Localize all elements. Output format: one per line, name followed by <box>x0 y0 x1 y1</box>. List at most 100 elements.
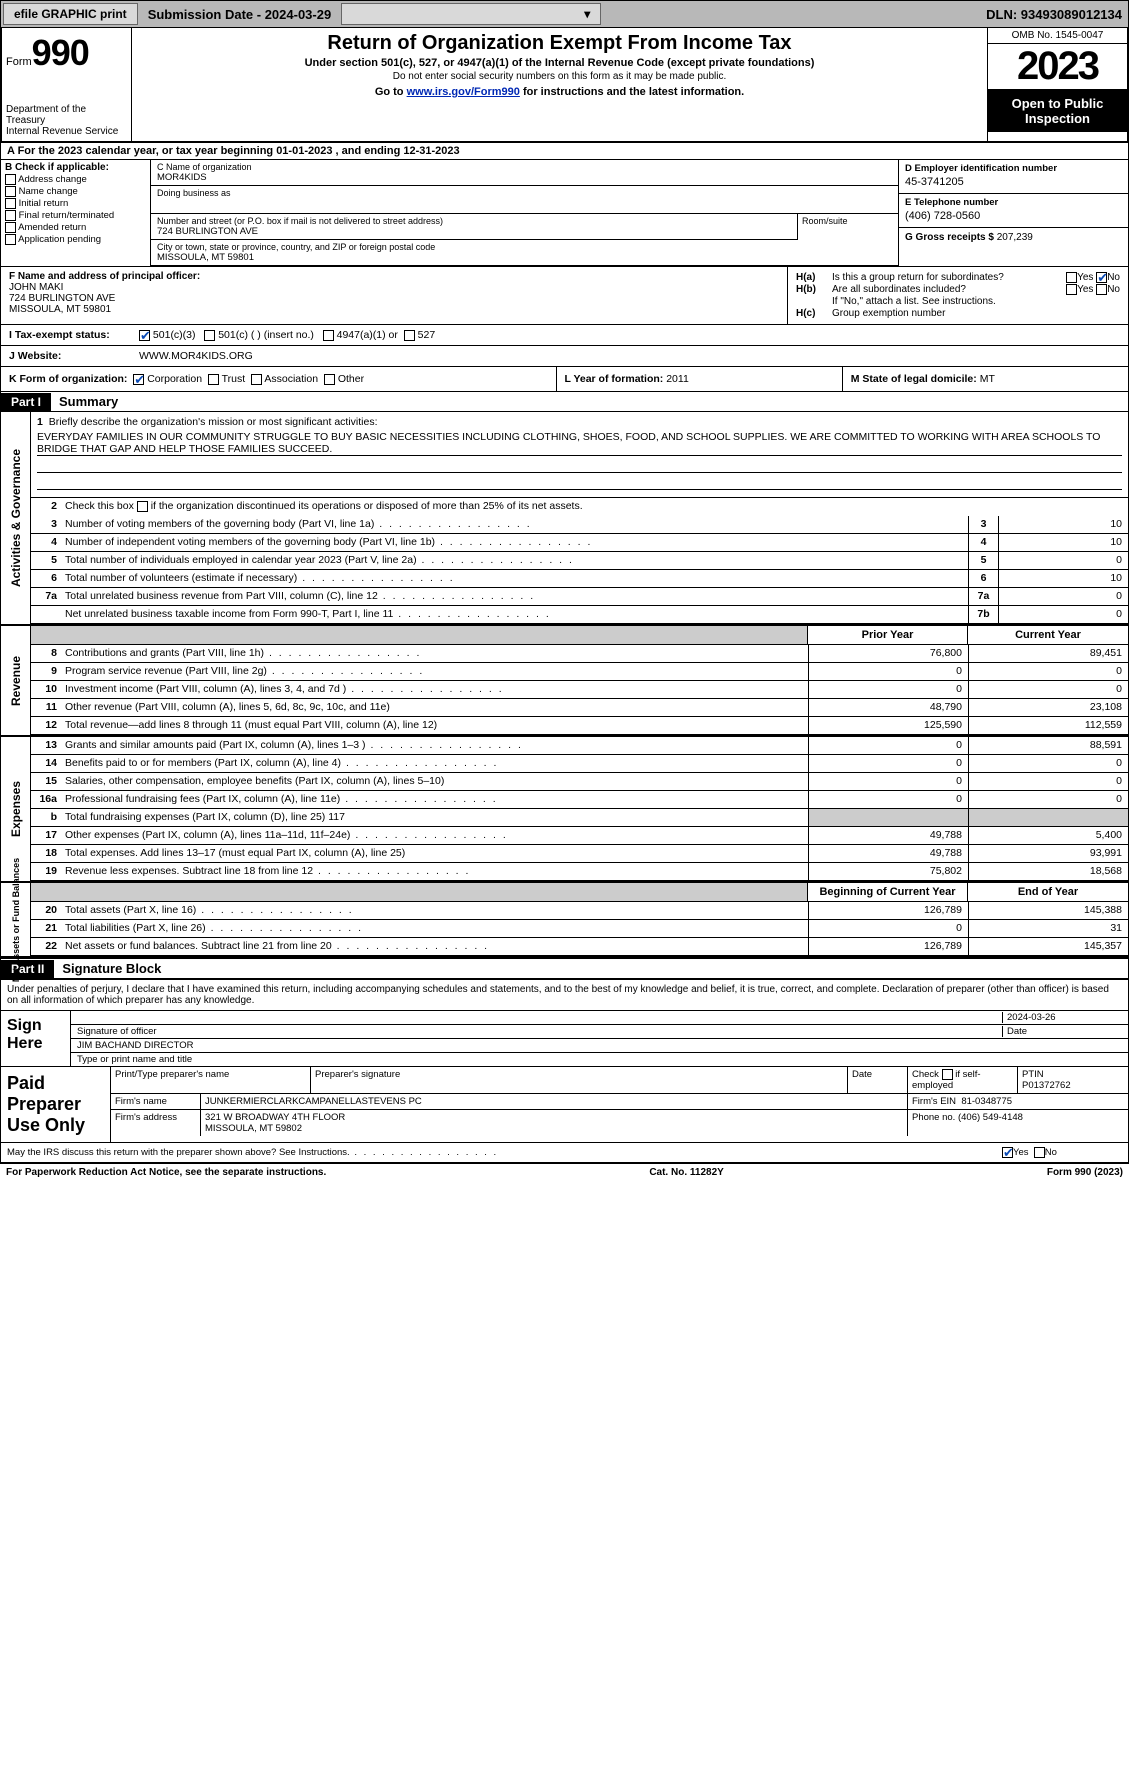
prep-date-label: Date <box>848 1067 908 1093</box>
discuss-no: No <box>1045 1147 1057 1158</box>
officer-label: F Name and address of principal officer: <box>9 271 779 282</box>
cb-initial-return[interactable]: Initial return <box>5 198 146 209</box>
room-cell: Room/suite <box>798 214 898 240</box>
cb-501c3[interactable] <box>139 330 150 341</box>
line22-desc: Net assets or fund balances. Subtract li… <box>61 938 808 955</box>
line12-prior: 125,590 <box>808 717 968 734</box>
sign-here-label: Sign Here <box>1 1011 71 1066</box>
dba-label: Doing business as <box>157 188 892 198</box>
cb-name-change[interactable]: Name change <box>5 186 146 197</box>
col-f: F Name and address of principal officer:… <box>1 267 788 324</box>
ha-no: No <box>1107 272 1120 283</box>
cb-527[interactable] <box>404 330 415 341</box>
opt-assoc: Association <box>264 373 318 385</box>
cb-501c[interactable] <box>204 330 215 341</box>
hb-yes: Yes <box>1077 284 1093 295</box>
hdr-prior-year: Prior Year <box>808 626 968 644</box>
cb-assoc[interactable] <box>251 374 262 385</box>
cb-final-return[interactable]: Final return/terminated <box>5 210 146 221</box>
form-header: Form990 Department of the Treasury Inter… <box>0 28 1129 143</box>
line10-curr: 0 <box>968 681 1128 698</box>
form-number: Form990 <box>6 32 127 74</box>
row-i-label: I Tax-exempt status: <box>9 329 139 341</box>
discuss-no-cb[interactable] <box>1034 1147 1045 1158</box>
cb-application-pending[interactable]: Application pending <box>5 234 146 245</box>
col-cdefg: C Name of organization MOR4KIDS Doing bu… <box>151 160 1128 266</box>
cb-4947[interactable] <box>323 330 334 341</box>
line8-desc: Contributions and grants (Part VIII, lin… <box>61 645 808 662</box>
perjury-declaration: Under penalties of perjury, I declare th… <box>1 980 1128 1011</box>
form-subtitle: Under section 501(c), 527, or 4947(a)(1)… <box>140 57 979 69</box>
cb-other[interactable] <box>324 374 335 385</box>
opt-501c: 501(c) ( ) (insert no.) <box>218 329 314 341</box>
irs-link[interactable]: www.irs.gov/Form990 <box>407 86 520 98</box>
discuss-yes-cb[interactable] <box>1002 1147 1013 1158</box>
dln-label: DLN: 93493089012134 <box>986 7 1122 22</box>
line9-prior: 0 <box>808 663 968 680</box>
firm-ein: Firm's EIN 81-0348775 <box>908 1094 1128 1109</box>
prep-ptin: PTINP01372762 <box>1018 1067 1128 1093</box>
cb-trust[interactable] <box>208 374 219 385</box>
line21-end: 31 <box>968 920 1128 937</box>
mission-block: 1 Briefly describe the organization's mi… <box>31 412 1128 498</box>
line13-desc: Grants and similar amounts paid (Part IX… <box>61 737 808 754</box>
header-left: Form990 Department of the Treasury Inter… <box>2 28 132 141</box>
line6-val: 10 <box>998 570 1128 587</box>
ha-yes-cb[interactable] <box>1066 272 1077 283</box>
line6-desc: Total number of volunteers (estimate if … <box>61 570 968 587</box>
opt-4947: 4947(a)(1) or <box>337 329 398 341</box>
dropdown-button[interactable]: ▾ <box>341 3 601 25</box>
hb-no-cb[interactable] <box>1096 284 1107 295</box>
pra-notice: For Paperwork Reduction Act Notice, see … <box>6 1167 326 1178</box>
hdr-end: End of Year <box>968 883 1128 901</box>
line11-curr: 23,108 <box>968 699 1128 716</box>
website-value: WWW.MOR4KIDS.ORG <box>139 350 253 362</box>
cb-line2[interactable] <box>137 501 148 512</box>
line12-curr: 112,559 <box>968 717 1128 734</box>
line20-end: 145,388 <box>968 902 1128 919</box>
section-governance: Activities & Governance 1 Briefly descri… <box>0 412 1129 626</box>
sig-date-label: Date <box>1002 1026 1122 1037</box>
goto-line: Go to www.irs.gov/Form990 for instructio… <box>140 86 979 98</box>
col-b-checkboxes: B Check if applicable: Address change Na… <box>1 160 151 266</box>
efile-print-button[interactable]: efile GRAPHIC print <box>3 3 138 25</box>
row-i-tax-status: I Tax-exempt status: 501(c)(3) 501(c) ( … <box>0 325 1129 346</box>
col-c: C Name of organization MOR4KIDS Doing bu… <box>151 160 898 266</box>
hb-yes-cb[interactable] <box>1066 284 1077 295</box>
vtab-net-assets: Net Assets or Fund Balances <box>1 883 31 956</box>
city-value: MISSOULA, MT 59801 <box>157 252 892 263</box>
ssn-note: Do not enter social security numbers on … <box>140 71 979 82</box>
firm-addr-label: Firm's address <box>111 1110 201 1136</box>
line14-prior: 0 <box>808 755 968 772</box>
line16b-prior <box>808 809 968 826</box>
col-d: D Employer identification number 45-3741… <box>898 160 1128 266</box>
line15-curr: 0 <box>968 773 1128 790</box>
room-label: Room/suite <box>802 216 894 226</box>
cb-amended-return[interactable]: Amended return <box>5 222 146 233</box>
street-value: 724 BURLINGTON AVE <box>157 226 791 237</box>
vtab-revenue: Revenue <box>1 626 31 735</box>
addr-row: Number and street (or P.O. box if mail i… <box>151 214 898 240</box>
cb-corp[interactable] <box>133 374 144 385</box>
street-label: Number and street (or P.O. box if mail i… <box>157 216 791 226</box>
line17-prior: 49,788 <box>808 827 968 844</box>
officer-addr2: MISSOULA, MT 59801 <box>9 304 779 315</box>
hb-text: Are all subordinates included? <box>832 284 1066 295</box>
row-m: M State of legal domicile: MT <box>843 367 1128 391</box>
goto-post: for instructions and the latest informat… <box>520 86 744 98</box>
ha-no-cb[interactable] <box>1096 272 1107 283</box>
line16b-curr <box>968 809 1128 826</box>
cb-address-change[interactable]: Address change <box>5 174 146 185</box>
prep-selfemp: Check if self-employed <box>908 1067 1018 1093</box>
col-b-header: B Check if applicable: <box>5 162 146 173</box>
row-a-period: A For the 2023 calendar year, or tax yea… <box>0 143 1129 160</box>
line14-desc: Benefits paid to or for members (Part IX… <box>61 755 808 772</box>
section-revenue: Revenue Prior Year Current Year 8Contrib… <box>0 626 1129 737</box>
section-expenses: Expenses 13Grants and similar amounts pa… <box>0 737 1129 883</box>
officer-addr1: 724 BURLINGTON AVE <box>9 293 779 304</box>
cb-self-employed[interactable] <box>942 1069 953 1080</box>
firm-phone: Phone no. (406) 549-4148 <box>908 1110 1128 1136</box>
line13-curr: 88,591 <box>968 737 1128 754</box>
line19-desc: Revenue less expenses. Subtract line 18 … <box>61 863 808 880</box>
hdr-beginning: Beginning of Current Year <box>808 883 968 901</box>
